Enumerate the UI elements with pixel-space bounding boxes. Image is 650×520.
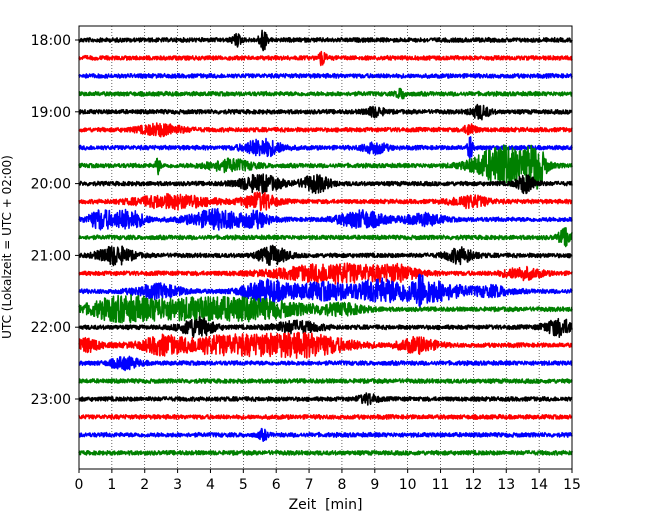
trace-2130 [78,273,573,311]
plot-frame [78,25,573,470]
trace-1900 [78,103,573,121]
trace-2015 [78,191,573,212]
x-tick-label-5: 5 [239,477,248,493]
y-tick-label-20:00: 20:00 [31,177,71,193]
trace-1800 [78,29,573,52]
x-tick-label-7: 7 [305,477,314,493]
x-tick-label-12: 12 [464,477,482,493]
y-tick-label-22:00: 22:00 [31,320,71,336]
trace-2300 [78,392,573,406]
x-tick-label-2: 2 [140,477,149,493]
trace-2145 [78,294,573,324]
y-tick-label-19:00: 19:00 [31,105,71,121]
trace-1845 [78,87,573,100]
y-tick-label-23:00: 23:00 [31,392,71,408]
trace-2030 [78,207,573,231]
x-tick-label-6: 6 [272,477,281,493]
seismic-traces [78,29,573,456]
x-tick-label-13: 13 [497,477,515,493]
trace-2330 [78,427,573,442]
trace-2245 [78,378,573,385]
trace-2000 [78,173,573,195]
x-tick-label-3: 3 [173,477,182,493]
trace-2100 [78,244,573,267]
x-tick-label-0: 0 [75,477,84,493]
trace-2045 [78,227,573,248]
y-tick-label-21:00: 21:00 [31,248,71,264]
trace-2215 [78,331,573,359]
trace-1915 [78,122,573,138]
trace-2200 [78,315,573,338]
x-tick-label-8: 8 [337,477,346,493]
x-tick-label-14: 14 [530,477,548,493]
x-tick-label-11: 11 [432,477,450,493]
trace-1830 [78,72,573,79]
x-tick-label-9: 9 [370,477,379,493]
x-axis: 0 1 2 3 4 5 6 7 8 9 10 11 12 13 14 15 [75,469,581,493]
trace-2315 [78,413,573,420]
x-tick-label-1: 1 [107,477,116,493]
y-axis: 18:00 19:00 20:00 21:00 22:00 23:00 [31,33,79,408]
trace-1815 [78,50,573,67]
x-tick-label-15: 15 [563,477,581,493]
x-tick-label-10: 10 [399,477,417,493]
trace-2230 [78,355,573,372]
x-tick-label-4: 4 [206,477,215,493]
trace-2115 [78,262,573,285]
trace-2345 [78,449,573,456]
vertical-grid [111,26,540,469]
y-axis-label: UTC (Lokalzeit = UTC + 02:00) [0,155,14,339]
trace-1945 [78,144,573,190]
x-axis-label: Zeit [min] [289,497,363,513]
trace-1930 [78,136,573,160]
y-tick-label-18:00: 18:00 [31,33,71,49]
